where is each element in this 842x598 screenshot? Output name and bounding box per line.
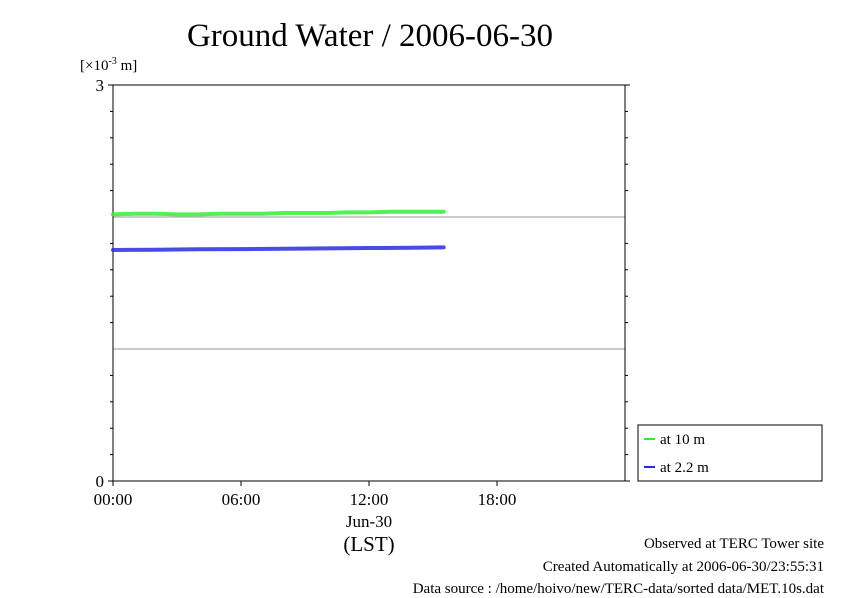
y-unit-label: [×10-3 m] (80, 56, 137, 74)
series-line-1 (111, 245, 446, 252)
legend-box (637, 424, 823, 482)
legend: at 10 m at 2.2 m (637, 424, 823, 482)
footer-created-note: Created Automatically at 2006-06-30/23:5… (542, 559, 824, 575)
y-tick-label: 3 (96, 76, 105, 95)
series-group (111, 209, 446, 252)
plot-area (112, 84, 626, 482)
series-line-0 (111, 209, 446, 217)
x-tick-label: 18:00 (478, 490, 517, 509)
legend-label-10m: at 10 m (660, 432, 705, 448)
legend-label-2-2m: at 2.2 m (660, 460, 709, 476)
y-tick-label: 0 (96, 472, 105, 491)
x-axis-label: (LST) (343, 532, 394, 556)
x-tick-label: 12:00 (350, 490, 389, 509)
x-tick-label: 00:00 (94, 490, 133, 509)
footer-site-note: Observed at TERC Tower site (643, 536, 824, 552)
footer-data-source: Data source : /home/hoivo/new/TERC-data/… (412, 581, 824, 597)
axis-ticks: 0 3 00:00 06:00 12:00 18:00 (94, 76, 630, 509)
x-tick-label: 06:00 (222, 490, 261, 509)
y-gridlines (113, 216, 625, 350)
chart-title: Ground Water / 2006-06-30 (187, 18, 553, 54)
x-date-label: Jun-30 (346, 512, 392, 531)
